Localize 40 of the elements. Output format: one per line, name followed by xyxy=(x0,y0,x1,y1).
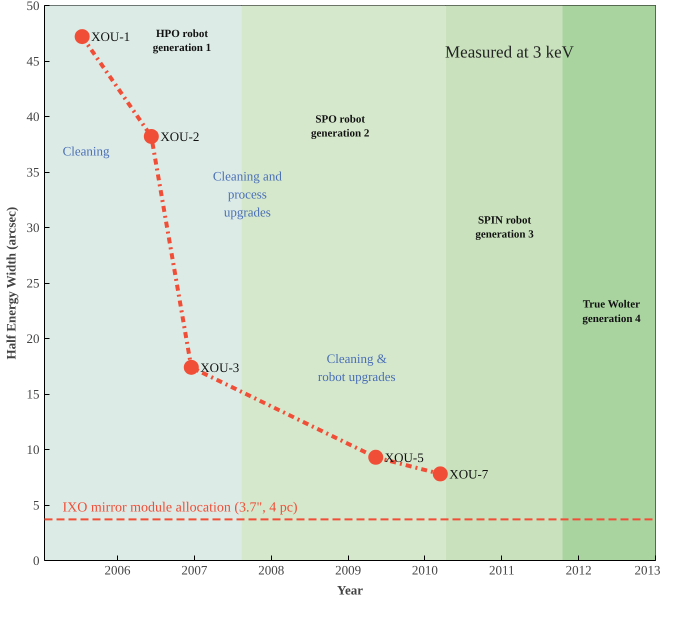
point xyxy=(74,29,90,44)
y-tick-label: 50 xyxy=(26,0,40,13)
band-label: SPIN robot generation 3 xyxy=(475,214,534,241)
annotation: Measured at 3 keV xyxy=(445,42,575,62)
annotation: XOU-5 xyxy=(384,450,424,465)
point xyxy=(184,360,199,375)
annotation: Cleaning xyxy=(62,143,110,158)
y-tick-label: 15 xyxy=(26,386,40,402)
point xyxy=(432,466,448,482)
point xyxy=(144,128,159,144)
y-tick-label: 30 xyxy=(26,220,40,235)
band-label: HPO robot generation 1 xyxy=(152,28,212,54)
annotation: Cleaning & robot upgrades xyxy=(318,350,396,384)
y-tick-label: 35 xyxy=(26,164,40,180)
annotation: XOU-1 xyxy=(91,29,130,44)
y-tick-label: 25 xyxy=(26,276,40,290)
x-tick-label: 2006 xyxy=(104,562,132,578)
x-axis-title: Year xyxy=(337,582,364,598)
x-tick-label: 2008 xyxy=(258,562,284,578)
band-label: SPO robot generation 2 xyxy=(311,113,370,140)
annotation: Cleaning and process upgrades xyxy=(212,168,282,220)
y-tick-label: 5 xyxy=(33,498,40,512)
ref-line-label: IXO mirror module allocation (3.7", 4 pc) xyxy=(62,500,298,516)
annotation: XOU-7 xyxy=(449,466,489,482)
y-tick-label: 45 xyxy=(26,54,40,68)
y-axis-title: Half Energy Width (arcsec) xyxy=(4,206,18,360)
x-tick-label: 2010 xyxy=(412,562,438,578)
y-tick-label: 20 xyxy=(26,331,40,346)
point xyxy=(368,450,384,465)
band-label: True Wolter generation 4 xyxy=(582,298,642,326)
x-tick-label: 2007 xyxy=(181,562,208,578)
annotation: XOU-2 xyxy=(160,128,200,144)
y-tick-label: 10 xyxy=(26,442,40,457)
x-tick-label: 2013 xyxy=(634,562,660,578)
x-tick-label: 2012 xyxy=(566,562,592,578)
y-tick-label: 40 xyxy=(26,109,40,124)
x-tick-label: 2009 xyxy=(335,562,362,578)
x-tick-label: 2011 xyxy=(489,562,515,578)
y-tick-label: 0 xyxy=(33,553,40,568)
annotation: XOU-3 xyxy=(200,360,240,375)
